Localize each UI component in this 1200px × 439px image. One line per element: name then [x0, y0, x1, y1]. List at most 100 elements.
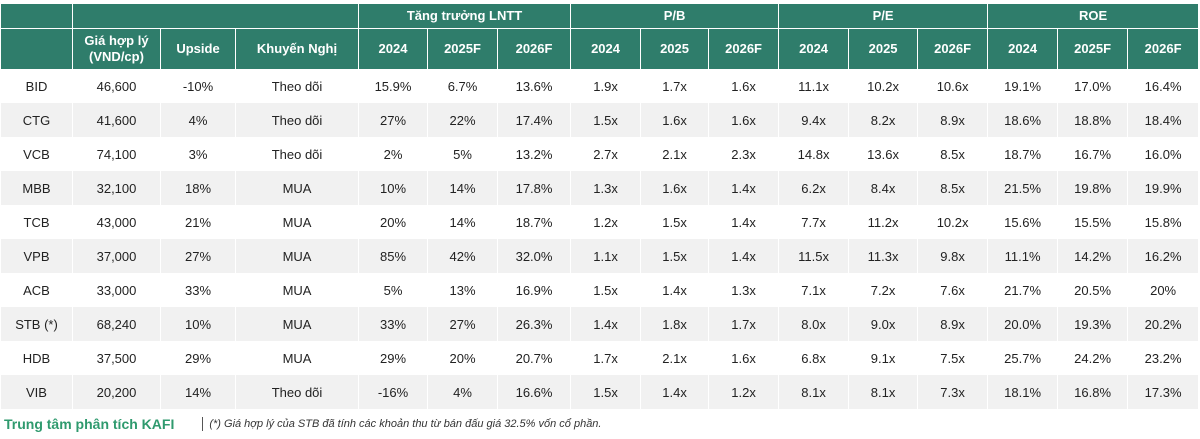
table-cell: 14.8x	[778, 137, 850, 171]
table-cell: 19.3%	[1057, 307, 1129, 341]
table-cell: 18.7%	[987, 137, 1059, 171]
table-cell: 37,000	[72, 239, 161, 273]
table-cell: 10.2x	[848, 69, 919, 103]
column-header: 2025	[848, 28, 919, 69]
table-cell: 1.7x	[570, 341, 642, 375]
group-header: Tăng trưởng LNTT	[358, 4, 572, 29]
table-cell: 6.2x	[778, 171, 850, 205]
table-cell: 33%	[160, 273, 236, 307]
table-cell: 16.2%	[1127, 239, 1200, 273]
table-cell: 1.6x	[708, 69, 780, 103]
table-cell: 68,240	[72, 307, 161, 341]
table-cell: 46,600	[72, 69, 161, 103]
table-cell: 11.1%	[987, 239, 1059, 273]
table-cell: 7.6x	[917, 273, 989, 307]
table-cell: 10.2x	[917, 205, 989, 239]
table-cell: 1.5x	[640, 205, 710, 239]
table-cell: 22%	[427, 103, 499, 137]
table-cell: 1.4x	[708, 205, 780, 239]
table-cell: -10%	[160, 69, 236, 103]
table-cell: 16.8%	[1057, 375, 1129, 409]
table-cell: -16%	[358, 375, 429, 409]
table-cell: 1.3x	[570, 171, 642, 205]
table-cell: 33,000	[72, 273, 161, 307]
table-cell: 1.7x	[708, 307, 780, 341]
table-cell: 4%	[427, 375, 499, 409]
table-cell: 14%	[160, 375, 236, 409]
table-cell: 10.6x	[917, 69, 989, 103]
table-cell: 1.2x	[570, 205, 642, 239]
table-cell: 16.9%	[497, 273, 572, 307]
table-cell: 1.5x	[570, 103, 642, 137]
ticker: CTG	[0, 103, 73, 137]
table-cell: 20.2%	[1127, 307, 1200, 341]
table-cell: 1.5x	[570, 375, 642, 409]
table-row: HDB 37,500 29% MUA 29% 20% 20.7% 1.7x 2.1x 1.6x 6.…	[0, 341, 1200, 375]
column-header: 2025	[640, 28, 710, 69]
table-cell: 29%	[160, 341, 236, 375]
table-cell: 8.9x	[917, 103, 989, 137]
table-cell: 5%	[427, 137, 499, 171]
table-cell: 13.6%	[497, 69, 572, 103]
table-cell: 9.1x	[848, 341, 919, 375]
table-row: TCB 43,000 21% MUA 20% 14% 18.7% 1.2x 1.5x 1.4x 7.…	[0, 205, 1200, 239]
table-cell: 41,600	[72, 103, 161, 137]
table-cell: 27%	[427, 307, 499, 341]
table-cell: 8.1x	[848, 375, 919, 409]
table-cell: 10%	[160, 307, 236, 341]
table-cell: 27%	[358, 103, 429, 137]
column-header: 2024	[570, 28, 642, 69]
table-cell: 9.0x	[848, 307, 919, 341]
table-cell: 7.1x	[778, 273, 850, 307]
header-row: Tăng trưởng LNTT P/B P/E ROE	[0, 4, 1200, 29]
table-cell: 8.5x	[917, 137, 989, 171]
header-cell	[71, 4, 360, 29]
table-cell: 19.9%	[1127, 171, 1200, 205]
table-cell: 27%	[160, 239, 236, 273]
header-row: Giá hợp lý (VND/cp) Upside Khuyến Nghị 2024…	[0, 28, 1200, 69]
column-header: 2026F	[708, 28, 780, 69]
column-header: 2024	[778, 28, 850, 69]
table-cell: MUA	[234, 273, 360, 307]
table-cell: 2.3x	[708, 137, 780, 171]
table-cell: 6.8x	[778, 341, 850, 375]
table-cell: 19.8%	[1057, 171, 1129, 205]
table-cell: MUA	[234, 307, 360, 341]
table-cell: 8.9x	[917, 307, 989, 341]
table-row: CTG 41,600 4% Theo dõi 27% 22% 17.4% 1.5x 1.6x 1.…	[0, 103, 1200, 137]
table-cell: MUA	[234, 239, 360, 273]
table-cell: 8.4x	[848, 171, 919, 205]
table-cell: 17.0%	[1057, 69, 1129, 103]
table-cell: 18.8%	[1057, 103, 1129, 137]
table-cell: 11.1x	[778, 69, 850, 103]
table-cell: 3%	[160, 137, 236, 171]
valuation-table: Tăng trưởng LNTT P/B P/E ROE Giá hợp lý (VND…	[0, 4, 1200, 409]
table-cell: 4%	[160, 103, 236, 137]
table-cell: 11.5x	[778, 239, 850, 273]
table-cell: Theo dõi	[234, 137, 360, 171]
table-cell: 20,200	[72, 375, 161, 409]
group-header: P/B	[570, 4, 780, 29]
table-cell: 25.7%	[987, 341, 1059, 375]
ticker: MBB	[0, 171, 73, 205]
table-row: VCB 74,100 3% Theo dõi 2% 5% 13.2% 2.7x 2.1x 2.3x…	[0, 137, 1200, 171]
table-cell: 29%	[358, 341, 429, 375]
column-header: Upside	[160, 28, 236, 69]
column-header: 2026F	[497, 28, 572, 69]
table-cell: 20.0%	[987, 307, 1059, 341]
table-row: ACB 33,000 33% MUA 5% 13% 16.9% 1.5x 1.4x 1.3x 7.1…	[0, 273, 1200, 307]
table-cell: 1.1x	[570, 239, 642, 273]
table-cell: 17.3%	[1127, 375, 1200, 409]
table-cell: 37,500	[72, 341, 161, 375]
table-cell: 17.8%	[497, 171, 572, 205]
table-cell: 15.9%	[358, 69, 429, 103]
table-cell: 1.4x	[640, 375, 710, 409]
table-cell: Theo dõi	[234, 103, 360, 137]
table-cell: 43,000	[72, 205, 161, 239]
table-cell: 32,100	[72, 171, 161, 205]
table-cell: 16.4%	[1127, 69, 1200, 103]
ticker: ACB	[0, 273, 73, 307]
table-cell: 74,100	[72, 137, 161, 171]
table-cell: 13%	[427, 273, 499, 307]
